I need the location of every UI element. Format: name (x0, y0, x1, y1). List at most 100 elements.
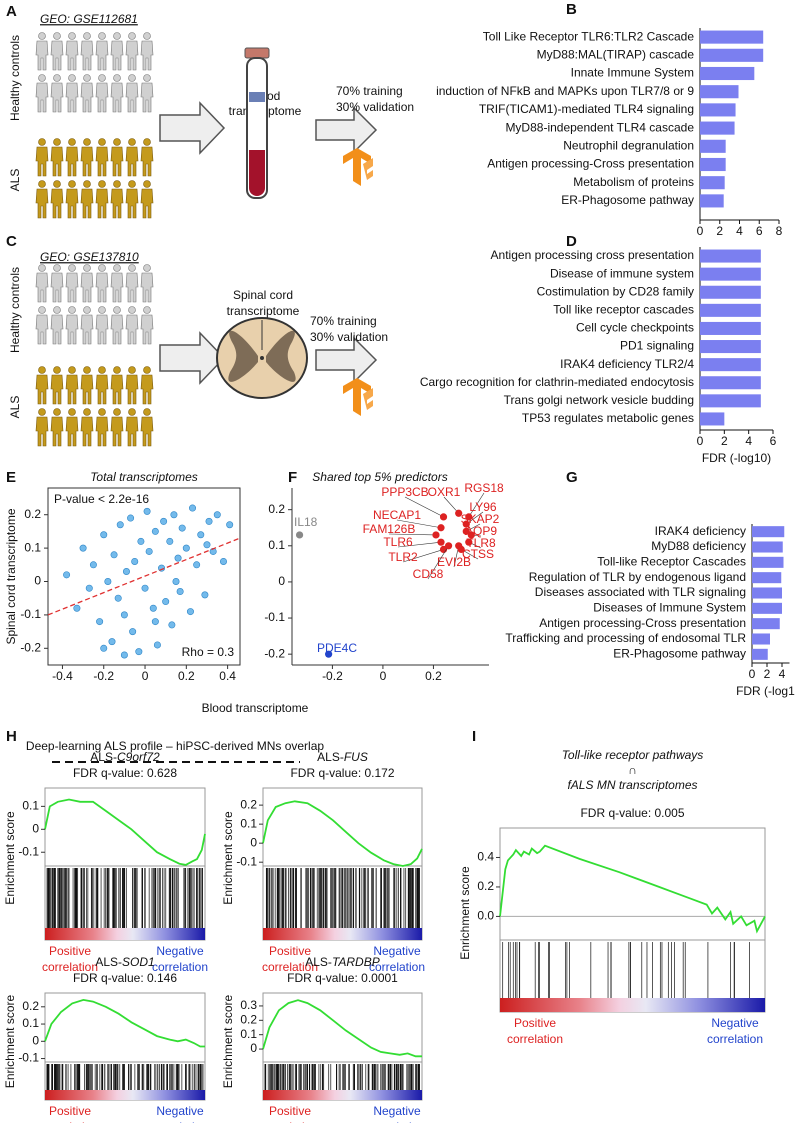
person-icon (110, 264, 124, 303)
point (108, 638, 116, 646)
y-tick-label: 0.1 (24, 540, 41, 554)
person-body (125, 40, 139, 71)
plot-frame (44, 992, 206, 1101)
leader-line (396, 519, 442, 529)
blood-tube (244, 47, 270, 199)
point-label: FAM126B (363, 522, 416, 536)
panel-letter: H (6, 728, 17, 745)
point (114, 594, 122, 602)
point (174, 554, 182, 562)
high-label: correlation (152, 1120, 208, 1123)
person-icon (35, 264, 49, 303)
person-body (110, 40, 124, 71)
high-label: Negative (373, 944, 421, 958)
y-axis-label: Enrichment score (221, 994, 235, 1088)
high-label: Negative (156, 1104, 204, 1118)
trend-line (47, 537, 241, 616)
high-label: Negative (156, 944, 204, 958)
rank-gradient (263, 1090, 422, 1100)
person-head (98, 74, 106, 82)
point-label: NECAP1 (373, 508, 421, 522)
bar (700, 249, 761, 263)
person-head (68, 366, 76, 374)
panel-header: Deep-learning ALS profile – hiPSC-derive… (26, 739, 324, 753)
high-label: Negative (711, 1016, 759, 1030)
arrow (159, 331, 226, 385)
person-head (53, 408, 61, 416)
tf-logo (343, 148, 373, 186)
person-body (140, 374, 154, 405)
person-body (95, 146, 109, 177)
point (168, 621, 176, 629)
category-label: Toll-like Receptor Cascades (597, 555, 746, 569)
panel-letter: G (566, 469, 578, 486)
person-head (68, 180, 76, 188)
point (145, 547, 153, 555)
point (100, 531, 108, 539)
person-icon (125, 408, 139, 447)
person-icon (80, 32, 94, 71)
category-label: MyD88-independent TLR4 cascade (505, 120, 694, 134)
bar (752, 648, 768, 660)
point (137, 537, 145, 545)
person-head (113, 74, 121, 82)
bar (700, 358, 761, 372)
panel-letter: F (288, 469, 297, 486)
plot-title: ∩ (628, 763, 637, 777)
point (96, 618, 104, 626)
person-icon (140, 180, 154, 219)
point (63, 571, 71, 579)
panel-letter: C (6, 233, 17, 250)
person-body (80, 40, 94, 71)
high-label: correlation (369, 960, 425, 974)
point-label: AQP9 (465, 524, 497, 538)
leader-line (388, 533, 436, 536)
y-tick-label: 0 (32, 821, 39, 835)
person-body (125, 272, 139, 303)
person-icon (110, 306, 124, 345)
plot-frame (47, 487, 241, 666)
x-tick-label: 2 (764, 667, 771, 681)
person-head (83, 32, 91, 40)
bar (700, 85, 739, 99)
person-icon (125, 264, 139, 303)
person-head (143, 32, 151, 40)
low-label: Positive (514, 1016, 556, 1030)
x-tick-label: -0.2 (93, 669, 114, 683)
person-head (128, 74, 136, 82)
person-body (65, 82, 79, 113)
category-label: Diseases of Immune System (593, 601, 746, 615)
person-head (38, 138, 46, 146)
point (143, 507, 151, 515)
person-icon (95, 32, 109, 71)
leader-line (404, 496, 444, 518)
y-tick-label: 0.2 (24, 507, 41, 521)
person-head (143, 138, 151, 146)
person-body (65, 314, 79, 345)
bar (752, 526, 785, 538)
category-label: Regulation of TLR by endogenous ligand (529, 570, 746, 584)
category-label: Trafficking and processing of endosomal … (505, 631, 746, 645)
geo-id: GEO: GSE112681 (40, 12, 138, 26)
split-label: 30% validation (310, 330, 388, 344)
plot-subtitle: FDR q-value: 0.005 (580, 806, 684, 820)
point (85, 584, 93, 592)
person-head (143, 408, 151, 416)
person-icon (95, 264, 109, 303)
low-label: Positive (269, 944, 311, 958)
category-label: IRAK4 deficiency (655, 524, 746, 538)
low-label: correlation (262, 1120, 318, 1123)
person-icon (50, 366, 64, 405)
person-head (68, 306, 76, 314)
y-tick-label: 0.2 (477, 879, 494, 893)
bar (700, 157, 726, 172)
low-label: correlation (262, 960, 318, 974)
point (149, 604, 157, 612)
arrow (315, 106, 378, 154)
person-head (113, 366, 121, 374)
person-icon (140, 264, 154, 303)
person-icon (65, 264, 79, 303)
person-icon (35, 138, 49, 177)
bar (700, 303, 761, 317)
point (182, 544, 190, 552)
